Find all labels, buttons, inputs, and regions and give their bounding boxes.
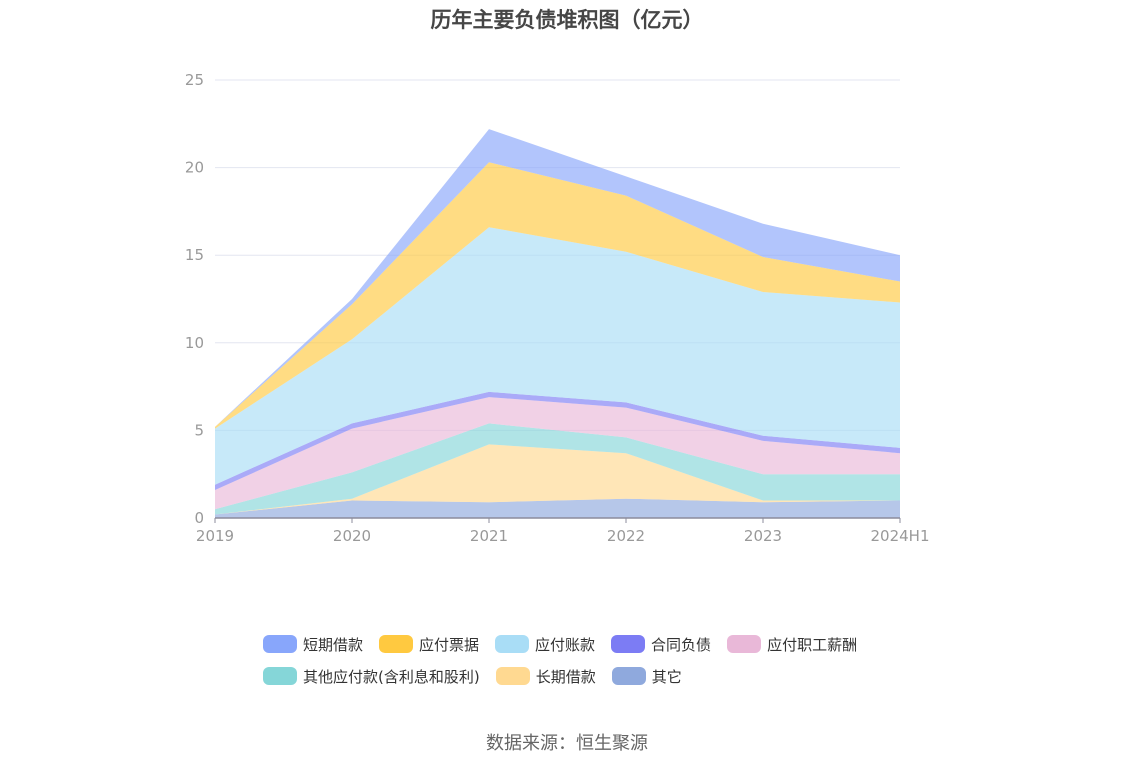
- x-tick-label: 2023: [744, 527, 782, 545]
- legend-label: 应付票据: [419, 635, 480, 654]
- y-tick-label: 15: [185, 246, 204, 264]
- x-tick-label: 2019: [196, 527, 234, 545]
- x-tick-label: 2020: [333, 527, 371, 545]
- legend-item[interactable]: 其它: [611, 666, 682, 687]
- legend-item[interactable]: 长期借款: [495, 666, 596, 687]
- legend-label: 长期借款: [535, 667, 596, 686]
- legend-swatch: [611, 667, 646, 685]
- area-series-0: [215, 498, 900, 518]
- x-tick-label: 2022: [607, 527, 645, 545]
- legend-item[interactable]: 应付账款: [495, 634, 595, 655]
- legend-item[interactable]: 其他应付款(含利息和股利): [263, 666, 480, 687]
- stacked-area-chart: 0 5 10 15 20 25 2019 2020 2021 2022 2023 2024H1: [185, 71, 930, 545]
- area-series-5: [215, 227, 900, 485]
- legend-swatch: [495, 667, 530, 685]
- source-note: 数据来源：恒生聚源: [486, 733, 648, 754]
- area-series: [215, 129, 900, 518]
- area-series-3: [215, 397, 900, 510]
- chart-title: 历年主要负债堆积图（亿元）: [430, 8, 704, 32]
- legend-item[interactable]: 短期借款: [263, 634, 363, 655]
- axes: 0 5 10 15 20 25 2019 2020 2021 2022 2023 2024H1: [185, 71, 930, 545]
- legend-swatch: [495, 635, 530, 653]
- legend: 短期借款 应付票据 应付账款 合同负债 应付职工薪酬 其他应付款(含利息和股利) 长期借款其…: [263, 630, 903, 694]
- legend-label: 合同负债: [651, 635, 712, 654]
- area-series-1: [215, 444, 900, 515]
- legend-row: 其他应付款(含利息和股利) 长期借款 其它: [263, 662, 903, 690]
- legend-label: 其它: [651, 667, 682, 686]
- legend-label: 短期借款: [303, 635, 364, 654]
- x-tick-label: 2024H1: [871, 527, 930, 545]
- area-series-6: [215, 162, 900, 429]
- legend-swatch: [611, 635, 646, 653]
- legend-swatch: [263, 667, 297, 685]
- x-tick-label: 2021: [470, 527, 508, 545]
- legend-item[interactable]: 合同负债: [611, 634, 711, 655]
- legend-item[interactable]: 应付票据: [379, 634, 479, 655]
- area-series-2: [215, 423, 900, 515]
- y-tick-label: 10: [185, 334, 204, 352]
- legend-item[interactable]: 应付职工薪酬: [727, 634, 857, 655]
- y-tick-label: 25: [185, 71, 204, 89]
- y-tick-label: 5: [194, 421, 204, 439]
- legend-swatch: [379, 635, 414, 653]
- area-series-4: [215, 391, 900, 490]
- y-tick-label: 20: [185, 159, 204, 177]
- legend-label: 应付职工薪酬: [767, 635, 858, 654]
- legend-label: 应付账款: [535, 635, 596, 654]
- legend-label: 其他应付款(含利息和股利): [303, 667, 480, 686]
- y-tick-label: 0: [194, 509, 204, 527]
- legend-row: 短期借款 应付票据 应付账款 合同负债 应付职工薪酬: [263, 630, 903, 658]
- legend-swatch: [263, 635, 297, 653]
- legend-swatch: [727, 635, 762, 653]
